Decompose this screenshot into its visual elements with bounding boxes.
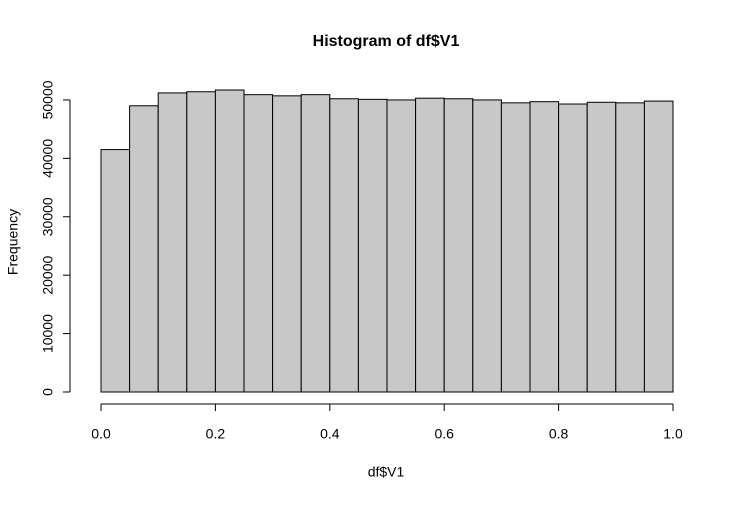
y-tick-label: 40000 xyxy=(40,139,56,178)
bar xyxy=(329,98,359,393)
bar xyxy=(472,99,502,393)
bar xyxy=(243,94,274,393)
bar xyxy=(415,97,445,393)
bar xyxy=(100,149,131,393)
x-tick-label: 0.0 xyxy=(91,426,111,442)
y-tick-label: 30000 xyxy=(40,197,56,236)
bar xyxy=(214,89,245,393)
bar xyxy=(386,99,417,393)
chart-title: Histogram of df$V1 xyxy=(313,33,460,50)
y-tick-label: 20000 xyxy=(40,255,56,294)
bar xyxy=(272,95,302,393)
x-axis-label: df$V1 xyxy=(368,464,405,480)
bar xyxy=(500,102,531,393)
y-axis-label: Frequency xyxy=(5,209,21,275)
x-tick-label: 0.6 xyxy=(434,426,454,442)
x-tick-label: 0.8 xyxy=(549,426,569,442)
y-tick-label: 50000 xyxy=(40,80,56,119)
bar xyxy=(615,102,645,393)
bar xyxy=(443,98,474,393)
bar xyxy=(643,100,674,393)
bar xyxy=(157,92,188,393)
x-tick-label: 0.4 xyxy=(320,426,340,442)
bar xyxy=(186,91,216,393)
x-tick-label: 0.2 xyxy=(206,426,226,442)
y-tick-label: 10000 xyxy=(40,314,56,353)
bar xyxy=(357,98,388,393)
y-tick-label: 0 xyxy=(40,388,56,396)
bar xyxy=(558,103,588,393)
bar xyxy=(529,101,560,393)
bar xyxy=(129,105,159,393)
x-tick-label: 1.0 xyxy=(663,426,683,442)
bar xyxy=(586,101,617,393)
bar xyxy=(300,94,331,393)
